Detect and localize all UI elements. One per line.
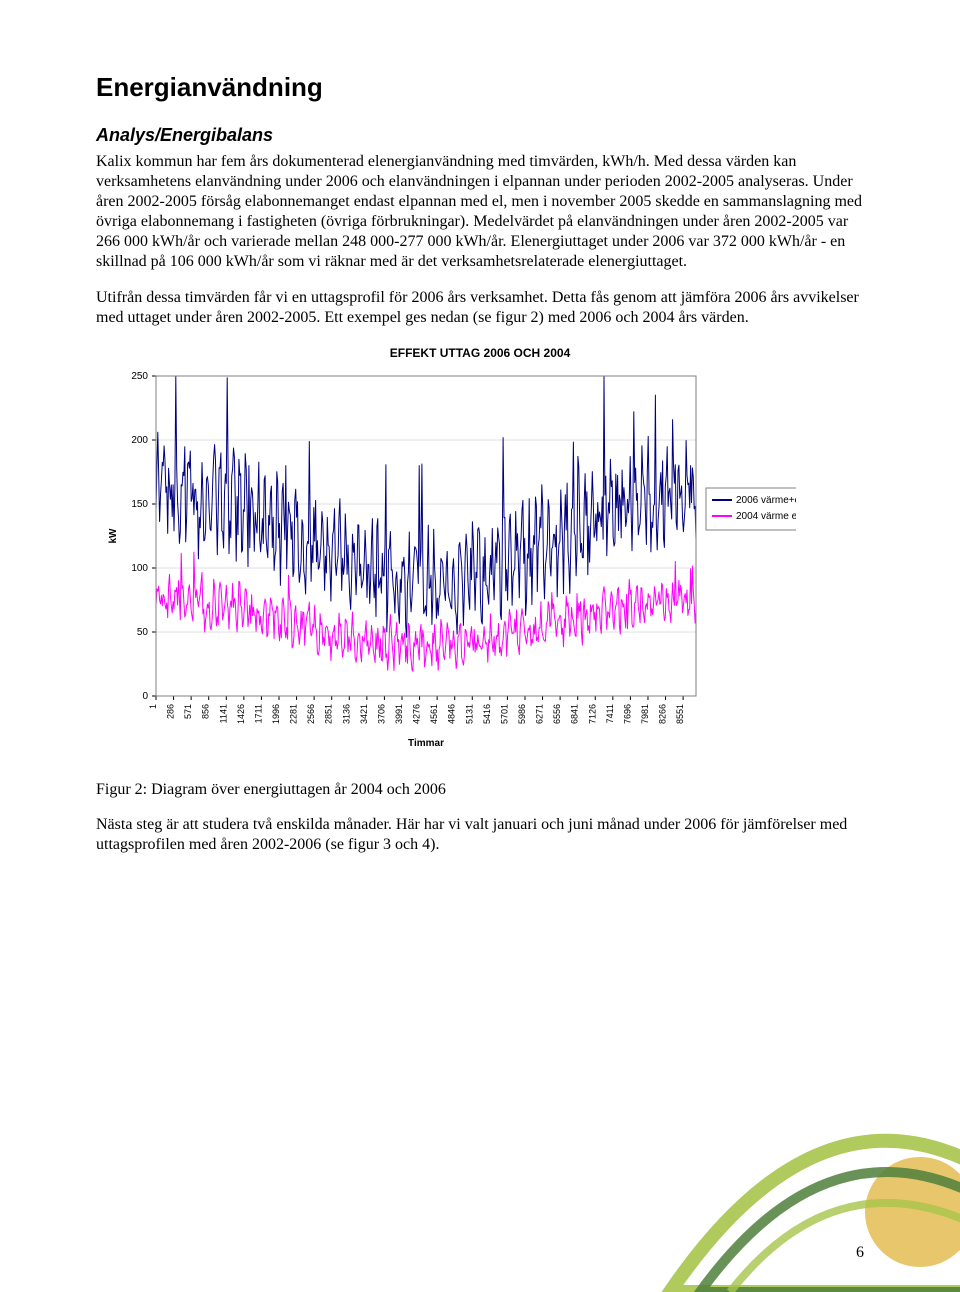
svg-text:150: 150 xyxy=(131,499,148,510)
svg-text:8266: 8266 xyxy=(658,704,668,724)
svg-text:4561: 4561 xyxy=(429,704,439,724)
svg-text:3991: 3991 xyxy=(394,704,404,724)
svg-text:0: 0 xyxy=(142,691,148,702)
svg-text:7126: 7126 xyxy=(587,704,597,724)
svg-text:3421: 3421 xyxy=(359,704,369,724)
svg-text:4276: 4276 xyxy=(412,704,422,724)
svg-text:856: 856 xyxy=(201,704,211,719)
svg-text:1: 1 xyxy=(148,704,158,709)
svg-text:3706: 3706 xyxy=(376,704,386,724)
svg-text:2851: 2851 xyxy=(324,704,334,724)
chart-figure: EFFEKT UTTAG 2006 OCH 2004 0 50 100 150 200 2… xyxy=(96,346,864,771)
svg-text:2006 värme+övrigt: 2006 värme+övrigt xyxy=(736,495,796,506)
decorative-swoosh xyxy=(660,1032,960,1292)
svg-text:5416: 5416 xyxy=(482,704,492,724)
svg-text:250: 250 xyxy=(131,371,148,382)
paragraph-1: Kalix kommun har fem års dokumenterad el… xyxy=(96,152,864,272)
paragraph-3: Nästa steg är att studera två enskilda m… xyxy=(96,815,864,855)
svg-text:5986: 5986 xyxy=(517,704,527,724)
svg-text:6556: 6556 xyxy=(552,704,562,724)
figure-caption: Figur 2: Diagram över energiuttagen år 2… xyxy=(96,781,864,799)
svg-text:5131: 5131 xyxy=(464,704,474,724)
chart-title: EFFEKT UTTAG 2006 OCH 2004 xyxy=(96,346,864,360)
page: Energianvändning Analys/Energibalans Kal… xyxy=(0,0,960,1292)
svg-text:7411: 7411 xyxy=(605,704,615,723)
paragraph-2: Utifrån dessa timvärden får vi en uttags… xyxy=(96,288,864,328)
svg-text:6841: 6841 xyxy=(570,704,580,724)
svg-text:kW: kW xyxy=(108,528,119,544)
svg-text:200: 200 xyxy=(131,435,148,446)
svg-text:8551: 8551 xyxy=(675,704,685,724)
section-heading: Analys/Energibalans xyxy=(96,125,864,146)
svg-text:6271: 6271 xyxy=(535,704,545,724)
svg-text:100: 100 xyxy=(131,563,148,574)
page-title: Energianvändning xyxy=(96,72,864,103)
svg-text:2004 värme enbart: 2004 värme enbart xyxy=(736,511,796,522)
svg-text:2566: 2566 xyxy=(306,704,316,724)
page-number: 6 xyxy=(856,1244,864,1262)
svg-text:286: 286 xyxy=(166,704,176,719)
svg-text:4846: 4846 xyxy=(447,704,457,724)
svg-text:2281: 2281 xyxy=(289,704,299,724)
svg-text:1711: 1711 xyxy=(253,704,263,723)
svg-text:1426: 1426 xyxy=(236,704,246,724)
svg-text:5701: 5701 xyxy=(499,704,509,724)
svg-text:7696: 7696 xyxy=(622,704,632,724)
line-chart: 0 50 100 150 200 250 kW 1 286 571 856 1141 1426 1711 1… xyxy=(96,366,796,766)
svg-text:7981: 7981 xyxy=(640,704,650,724)
svg-text:3136: 3136 xyxy=(341,704,351,724)
svg-text:571: 571 xyxy=(183,704,193,719)
svg-text:1996: 1996 xyxy=(271,704,281,724)
svg-text:Timmar: Timmar xyxy=(408,738,444,749)
svg-text:1141: 1141 xyxy=(218,704,228,723)
svg-text:50: 50 xyxy=(137,627,149,638)
